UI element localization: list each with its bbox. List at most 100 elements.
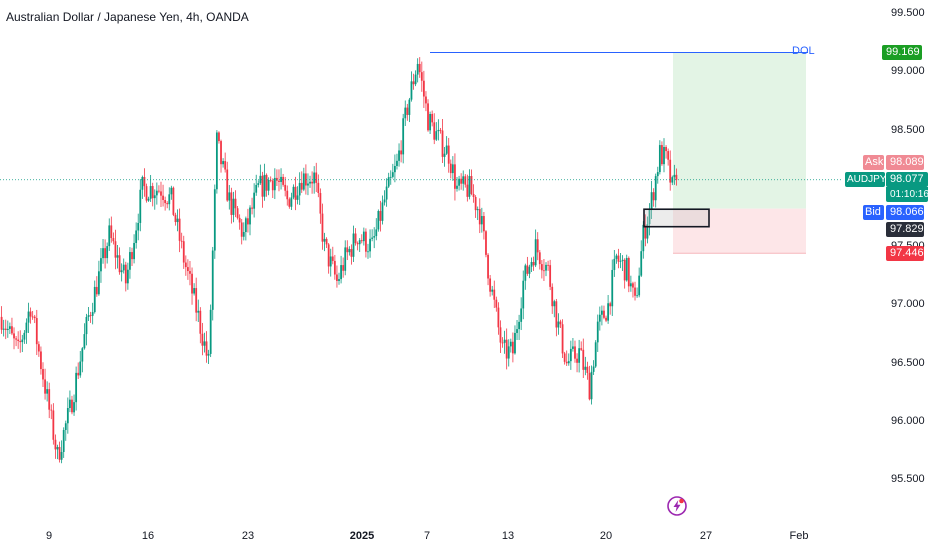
- candle-down: [226, 169, 229, 201]
- candle-up: [60, 451, 63, 460]
- candle-down: [240, 222, 243, 237]
- candle-up: [509, 341, 512, 347]
- candle-down: [675, 174, 678, 180]
- candle-down: [284, 184, 287, 191]
- ask-price-tag: 98.089: [886, 155, 924, 170]
- candle-down: [195, 288, 198, 313]
- candle-up: [381, 202, 384, 221]
- candle-down: [271, 180, 274, 191]
- candle-up: [385, 186, 388, 200]
- candle-up: [642, 224, 645, 252]
- candle-down: [182, 241, 185, 263]
- candle-up: [491, 289, 494, 292]
- candle-down: [543, 270, 545, 272]
- candle-up: [640, 251, 643, 276]
- candle-down: [574, 346, 576, 359]
- candle-up: [619, 260, 622, 262]
- candle-up: [514, 332, 516, 354]
- candle-up: [75, 372, 78, 403]
- candle-up: [120, 270, 123, 273]
- price-axis-label: 97.000: [891, 298, 925, 311]
- candle-up: [69, 399, 71, 409]
- time-axis-label: Feb: [789, 530, 809, 542]
- candle-up: [625, 257, 628, 281]
- candle-up: [516, 329, 518, 333]
- candle-up: [257, 183, 260, 185]
- candle-down: [265, 174, 268, 191]
- candle-down: [422, 80, 425, 97]
- bid-price-tag: 98.066: [886, 205, 924, 220]
- candle-up: [298, 182, 301, 196]
- candle-down: [406, 107, 409, 115]
- candle-up: [507, 346, 510, 359]
- candle-down: [11, 326, 13, 334]
- candle-down: [342, 265, 345, 271]
- loss-zone[interactable]: [673, 208, 806, 254]
- profit-zone[interactable]: [673, 52, 806, 209]
- candle-down: [114, 241, 117, 258]
- candle-up: [137, 222, 140, 231]
- candle-up: [133, 242, 135, 260]
- candle-down: [551, 286, 554, 307]
- candle-down: [425, 96, 427, 104]
- time-axis-label: 7: [423, 530, 431, 542]
- candle-up: [290, 197, 293, 207]
- candle-up: [141, 176, 144, 190]
- candle-down: [33, 316, 36, 319]
- candle-down: [44, 379, 46, 394]
- candle-up: [249, 207, 251, 225]
- candle-up: [530, 261, 533, 267]
- lightning-event-icon[interactable]: [666, 495, 688, 517]
- candle-up: [654, 176, 657, 201]
- candle-up: [410, 81, 413, 100]
- candle-down: [319, 193, 322, 214]
- candle-down: [42, 369, 44, 380]
- candle-up: [663, 146, 665, 165]
- price-axis-label: 96.000: [891, 414, 925, 427]
- candle-up: [398, 150, 400, 161]
- candle-up: [232, 198, 235, 215]
- candle-down: [365, 231, 367, 252]
- time-axis-label: 16: [141, 530, 155, 542]
- candle-up: [572, 346, 574, 349]
- candle-up: [522, 280, 525, 309]
- candle-up: [155, 190, 158, 196]
- candle-up: [524, 265, 527, 281]
- entry-zone-box[interactable]: [643, 208, 710, 228]
- candle-up: [66, 408, 69, 424]
- candle-down: [201, 333, 204, 346]
- candle-down: [472, 193, 475, 197]
- candle-down: [350, 249, 353, 257]
- candle-down: [37, 344, 40, 352]
- time-axis-label: 13: [501, 530, 515, 542]
- candle-down: [269, 179, 272, 181]
- candle-down: [493, 289, 496, 300]
- candle-down: [124, 264, 127, 284]
- candles-layer: [0, 57, 678, 464]
- candle-down: [54, 439, 57, 450]
- candle-up: [302, 173, 305, 190]
- candle-up: [636, 295, 638, 297]
- ask-label: Ask: [863, 155, 884, 170]
- candle-up: [209, 309, 212, 354]
- candle-up: [168, 194, 171, 205]
- candle-down: [483, 216, 485, 232]
- candle-down: [199, 310, 202, 334]
- candle-up: [648, 208, 651, 225]
- candle-up: [193, 288, 196, 294]
- candle-down: [234, 198, 237, 209]
- last-price-tag: 98.077: [886, 172, 928, 187]
- candle-down: [532, 261, 535, 266]
- candle-down: [447, 145, 450, 164]
- candle-down: [582, 349, 585, 370]
- candle-up: [391, 172, 394, 177]
- price-axis-label: 95.500: [891, 473, 925, 485]
- candle-down: [4, 328, 7, 331]
- candle-down: [230, 192, 233, 215]
- candle-up: [8, 326, 11, 329]
- candle-down: [315, 172, 318, 183]
- candle-up: [611, 269, 614, 307]
- candle-down: [439, 129, 442, 131]
- candle-down: [50, 409, 53, 411]
